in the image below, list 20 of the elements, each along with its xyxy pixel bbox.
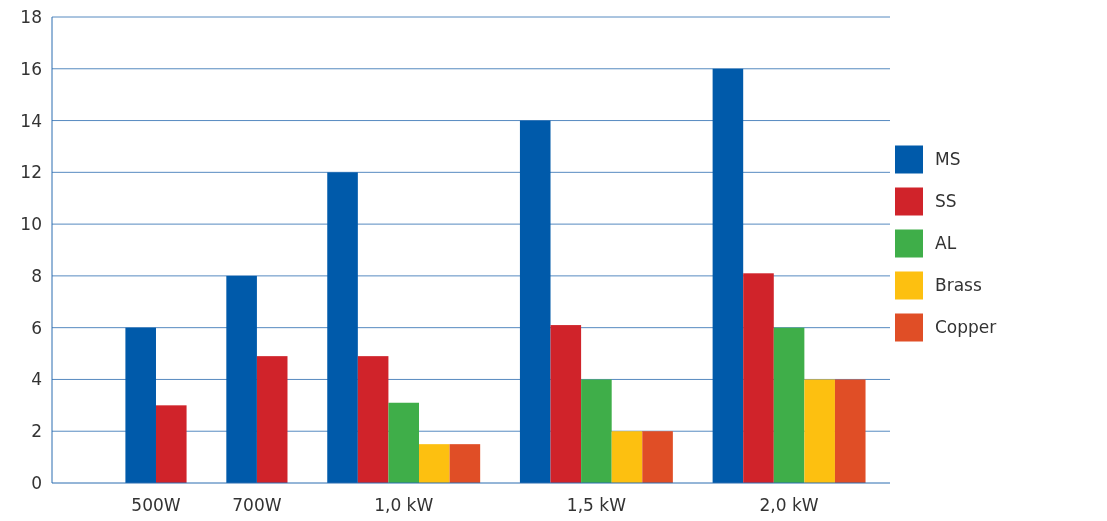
x-tick-label: 1,0 kW bbox=[374, 495, 434, 515]
x-tick-label: 700W bbox=[232, 495, 282, 515]
x-tick-label: 1,5 kW bbox=[566, 495, 627, 515]
y-tick-label: 16 bbox=[20, 58, 42, 79]
y-tick-label: 10 bbox=[20, 214, 42, 235]
y-tick-label: 18 bbox=[20, 6, 42, 27]
legend-label: Brass bbox=[935, 275, 982, 296]
legend-label: MS bbox=[935, 149, 961, 170]
y-tick-label: 12 bbox=[20, 162, 42, 183]
legend-label: AL bbox=[935, 233, 957, 254]
y-tick-label: 6 bbox=[31, 317, 42, 338]
y-tick-label: 14 bbox=[20, 110, 42, 131]
x-tick-label: 2,0 kW bbox=[759, 495, 819, 515]
legend-label: SS bbox=[935, 191, 957, 212]
y-tick-label: 0 bbox=[31, 472, 42, 493]
y-tick-label: 8 bbox=[31, 265, 42, 286]
y-tick-label: 4 bbox=[31, 369, 42, 390]
x-tick-label: 500W bbox=[131, 495, 181, 515]
legend-label: Copper bbox=[935, 317, 997, 338]
y-tick-label: 2 bbox=[31, 421, 42, 442]
